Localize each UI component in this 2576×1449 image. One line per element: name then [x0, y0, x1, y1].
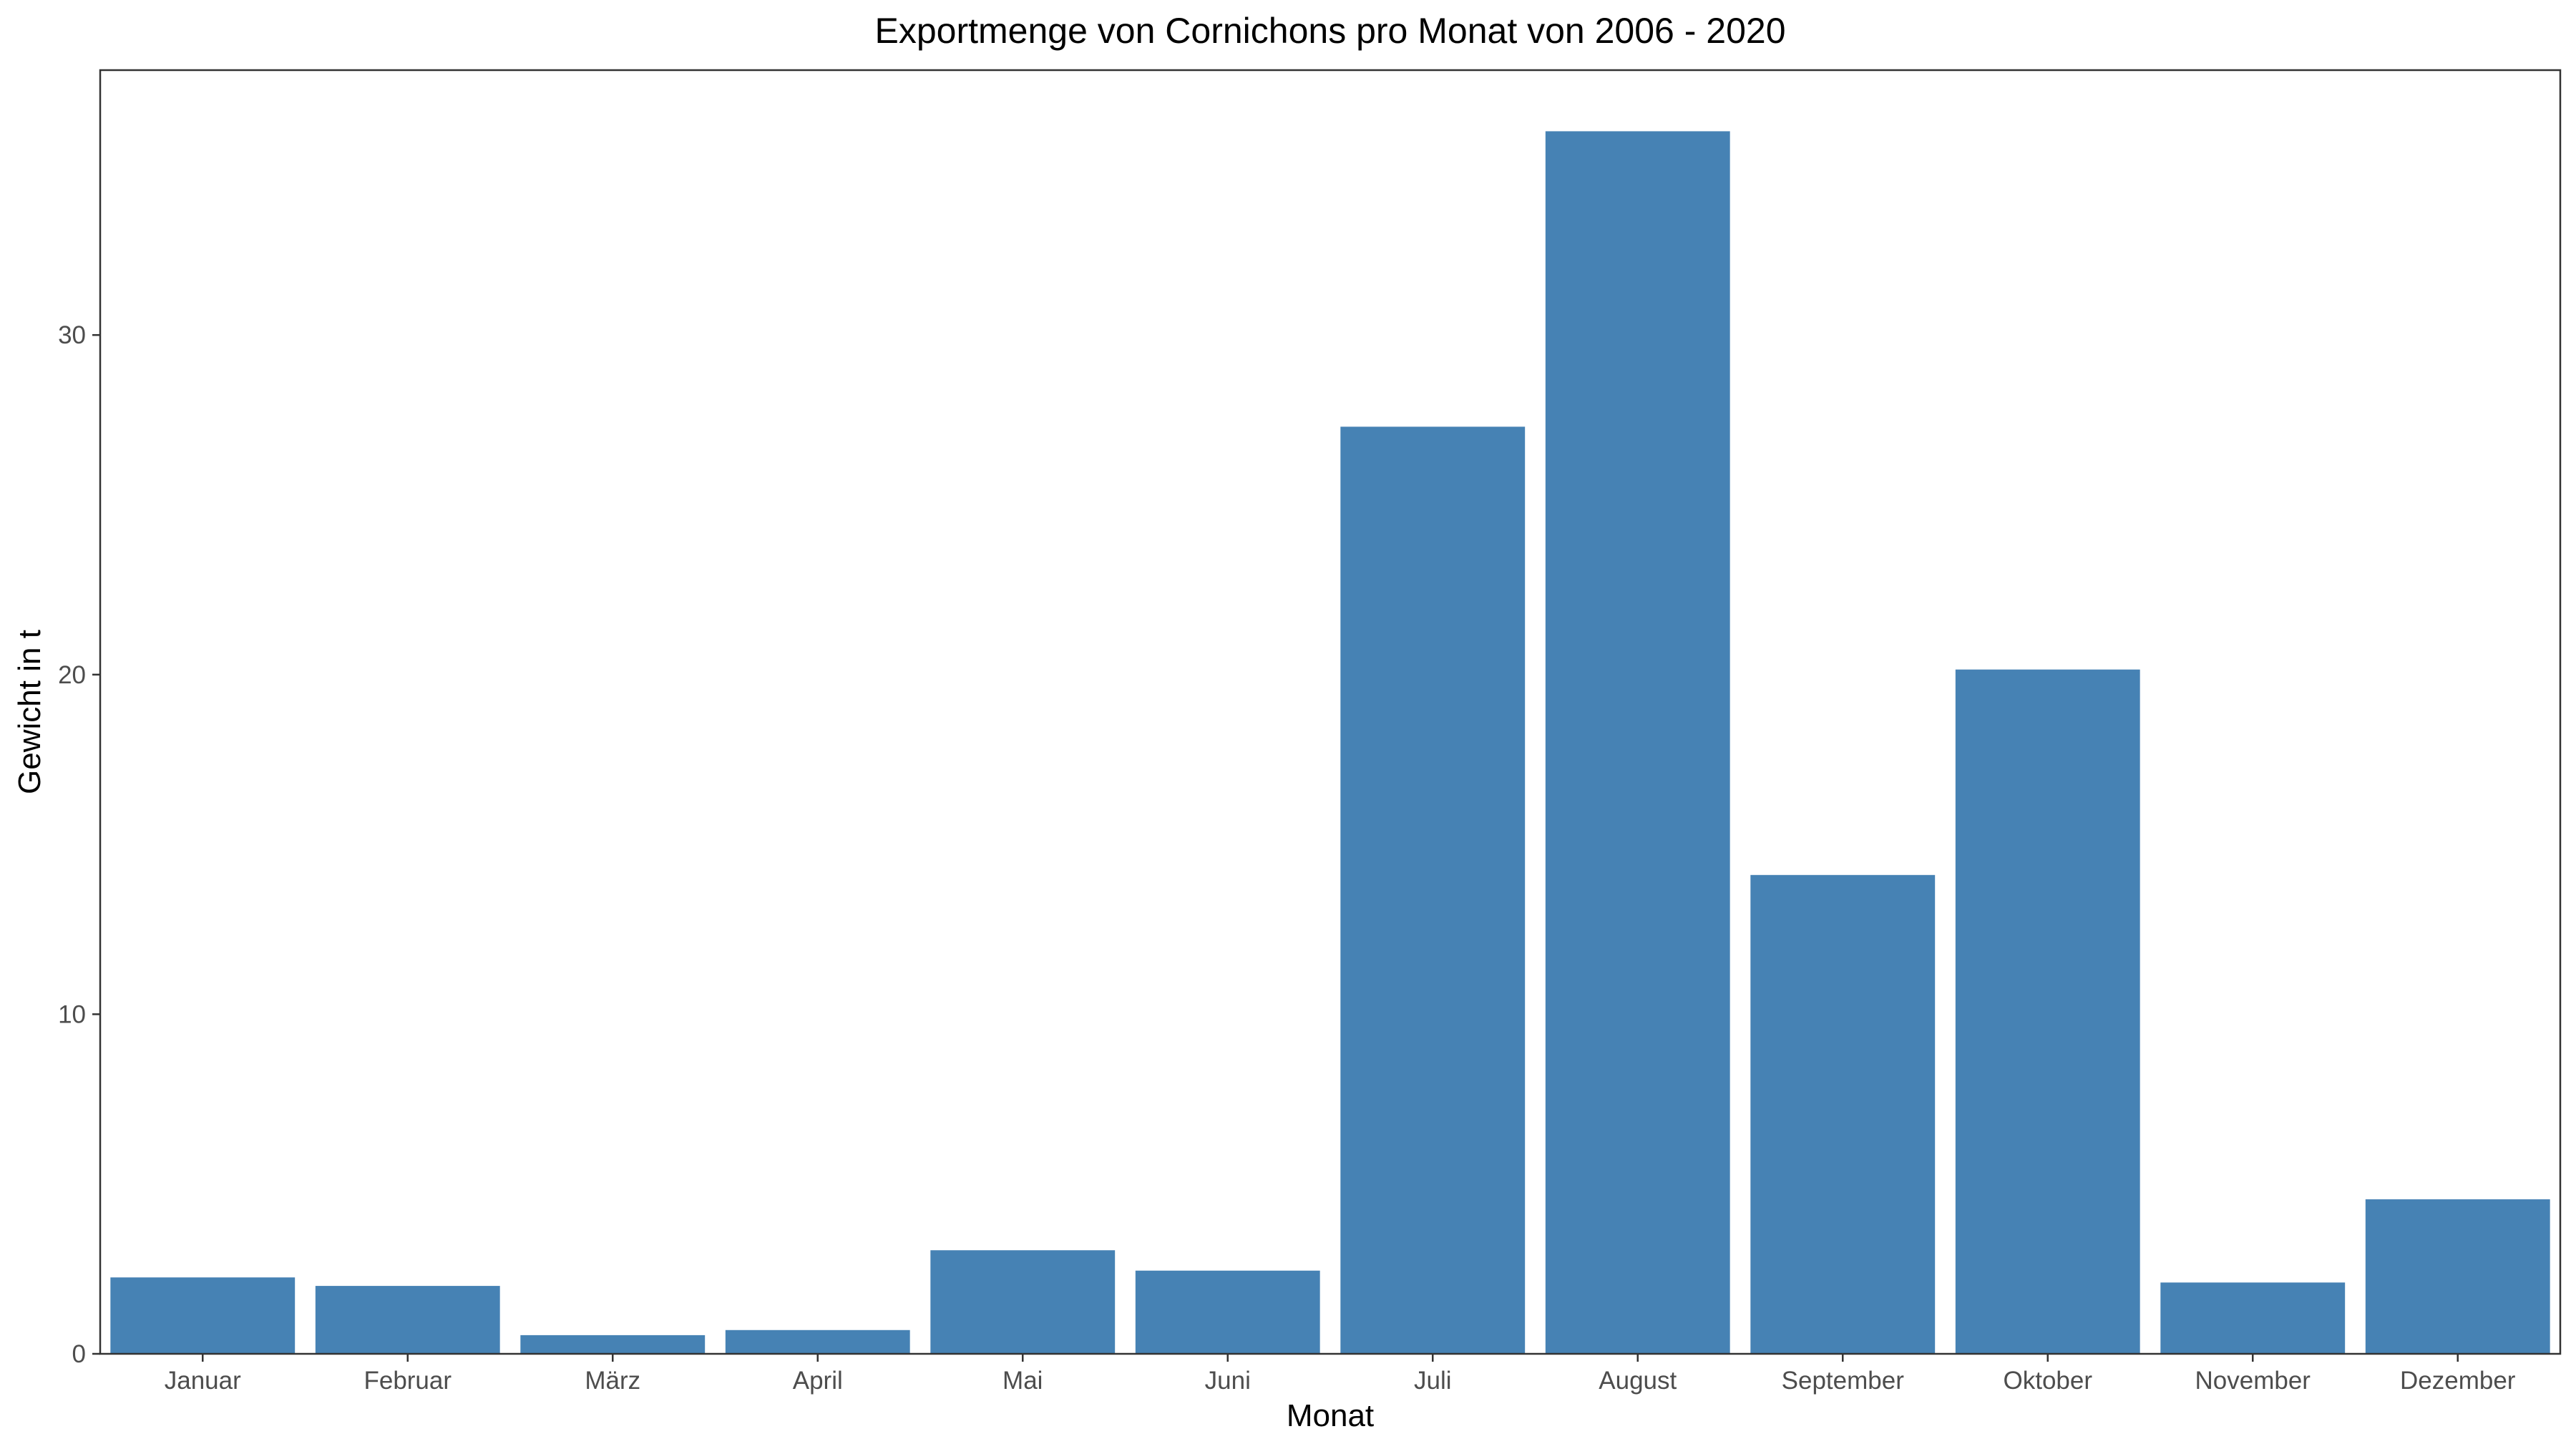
y-tick-label: 20	[58, 661, 86, 689]
x-tick-label: November	[2195, 1367, 2311, 1395]
x-axis: Januar Februar März April Mai Juni Juli August S…	[165, 1354, 2516, 1395]
chart-title: Exportmenge von Cornichons pro Monat von…	[874, 11, 1786, 51]
bar-februar	[315, 1286, 500, 1354]
bar-september	[1750, 874, 1936, 1354]
x-tick-label: Dezember	[2400, 1367, 2516, 1395]
bar-mai	[930, 1250, 1116, 1354]
x-tick-label: Juli	[1414, 1367, 1452, 1395]
y-axis: 0 10 20 30	[58, 321, 100, 1368]
x-tick-label: September	[1782, 1367, 1905, 1395]
bar-november	[2160, 1282, 2346, 1354]
bar-märz	[520, 1335, 706, 1354]
x-tick-label: Januar	[165, 1367, 241, 1395]
x-tick-label: Juni	[1205, 1367, 1251, 1395]
x-tick-label: März	[585, 1367, 640, 1395]
bar-august	[1545, 131, 1730, 1354]
x-axis-title: Monat	[1287, 1398, 1374, 1433]
y-tick-label: 0	[72, 1340, 86, 1368]
bar-dezember	[2365, 1199, 2550, 1354]
x-tick-label: August	[1599, 1367, 1677, 1395]
x-tick-label: April	[793, 1367, 843, 1395]
x-tick-label: Februar	[364, 1367, 452, 1395]
bar-juni	[1135, 1270, 1320, 1354]
bar-juli	[1340, 426, 1526, 1355]
y-tick-label: 10	[58, 1000, 86, 1028]
plot-panel-border	[99, 69, 2562, 1355]
bar-april	[725, 1330, 910, 1354]
x-tick-label: Mai	[1002, 1367, 1043, 1395]
bar-januar	[110, 1277, 296, 1354]
bars-group	[110, 131, 2550, 1355]
bar-oktober	[1955, 669, 2140, 1354]
x-tick-label: Oktober	[2004, 1367, 2093, 1395]
y-axis-title: Gewicht in t	[12, 630, 47, 794]
y-tick-label: 30	[58, 321, 86, 349]
